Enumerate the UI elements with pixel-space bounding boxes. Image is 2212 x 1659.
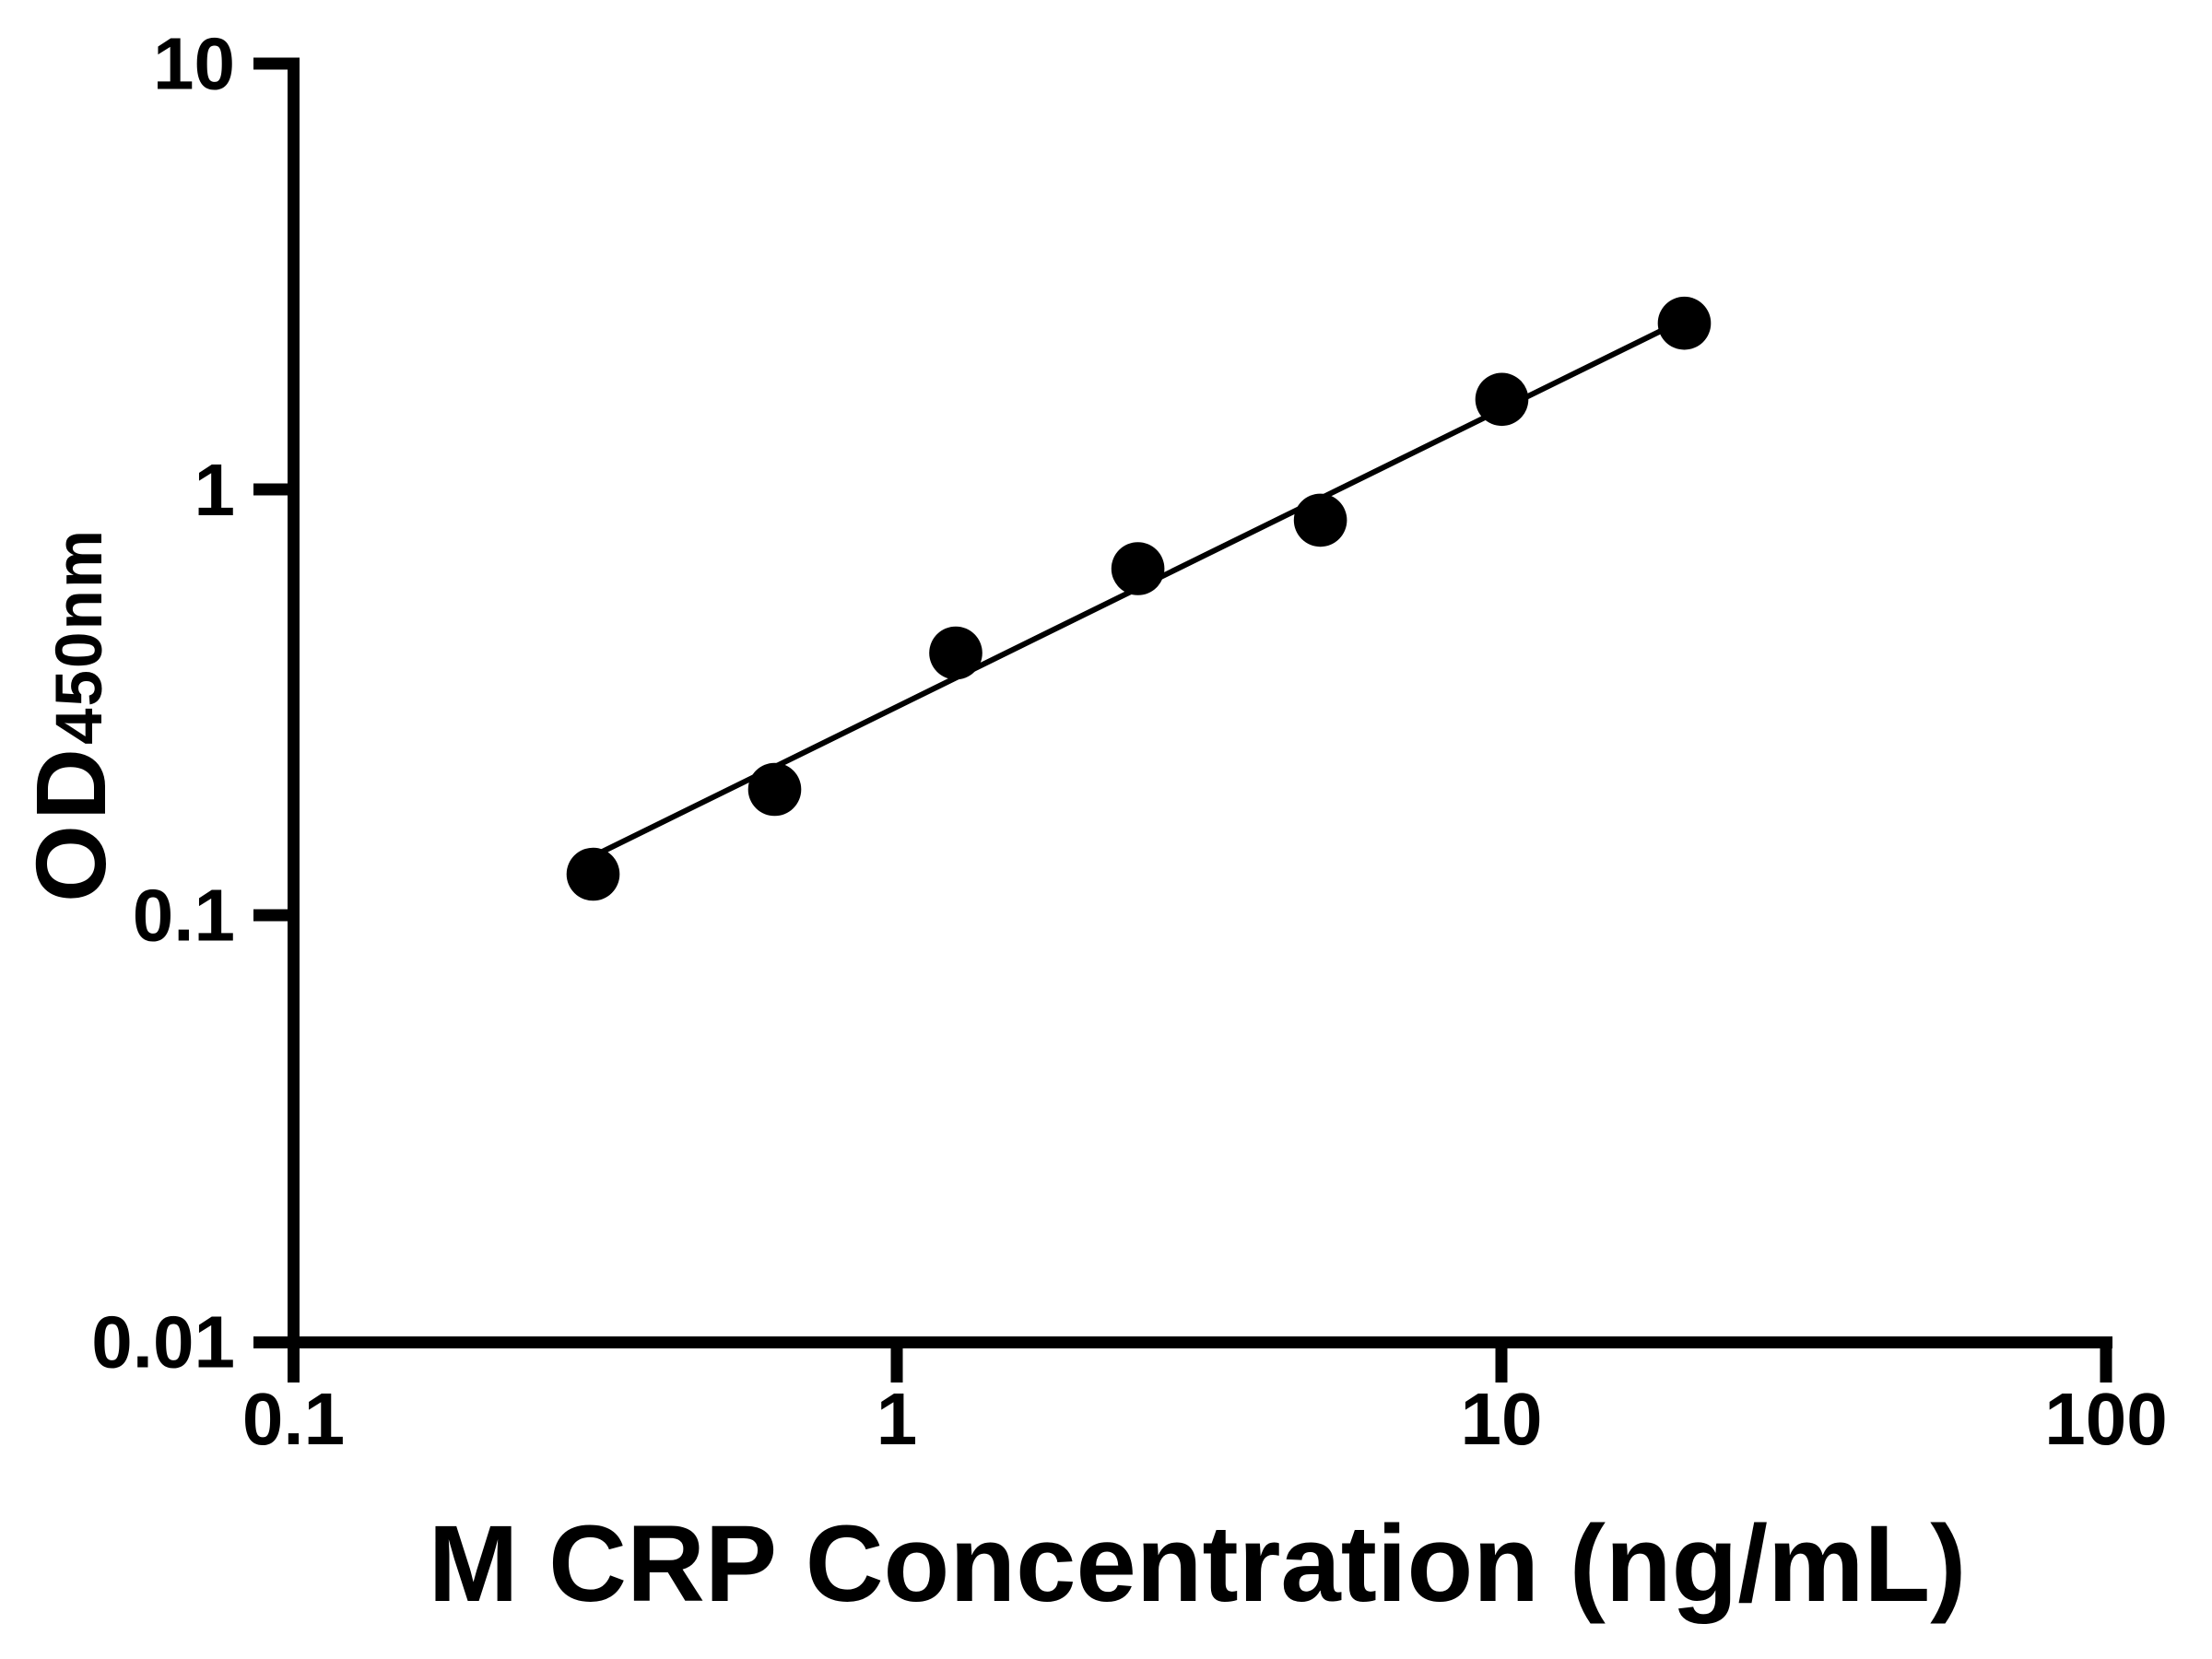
svg-text:OD: OD: [15, 744, 126, 902]
svg-text:1: 1: [877, 1378, 918, 1460]
svg-text:1: 1: [194, 449, 236, 531]
svg-text:10: 10: [1461, 1378, 1543, 1460]
svg-text:0.1: 0.1: [133, 875, 235, 957]
svg-text:100: 100: [2044, 1378, 2167, 1460]
svg-text:450nm: 450nm: [43, 528, 116, 745]
svg-text:10: 10: [153, 23, 235, 105]
svg-text:0.01: 0.01: [91, 1301, 235, 1383]
svg-text:M CRP Concentration (ng/mL): M CRP Concentration (ng/mL): [429, 1503, 1967, 1624]
svg-text:0.1: 0.1: [242, 1378, 345, 1460]
